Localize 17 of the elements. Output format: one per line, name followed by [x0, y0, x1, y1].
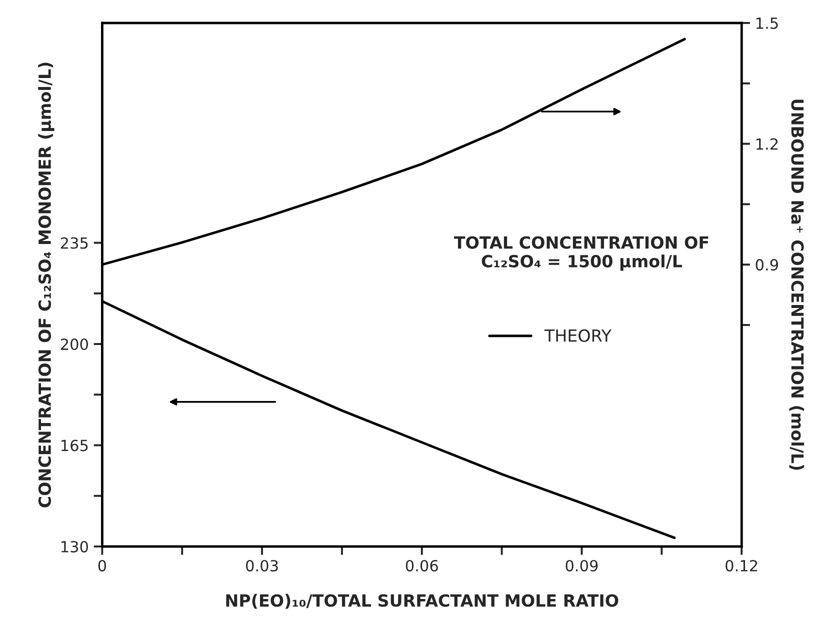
y2-tick-label: 1.2 — [756, 138, 778, 150]
annotation: TOTAL CONCENTRATION OF C₁₂SO₄ = 1500 μmol/L — [454, 236, 708, 271]
x-axis-title: NP(EO)₁₀/TOTAL SURFACTANT MOLE RATIO — [226, 594, 618, 609]
x-tick-label: 0.12 — [726, 560, 758, 572]
y-axis-title: CONCENTRATION OF C₁₂SO₄ MONOMER (μmol/L) — [38, 62, 54, 508]
legend-label: THEORY — [544, 329, 612, 342]
x-tick-label: 0.09 — [566, 560, 598, 572]
x-tick-label: 0.03 — [246, 560, 278, 572]
y-tick-label: 130 — [62, 540, 88, 552]
y-tick-label: 200 — [60, 338, 88, 350]
y2-axis-title: UNBOUND Na⁺ CONCENTRATION (mol/L) — [789, 100, 804, 470]
y2-tick-label: 0.9 — [756, 259, 778, 271]
y-tick-label: 165 — [62, 440, 88, 452]
x-tick-label: 0 — [98, 560, 106, 572]
x-tick-label: 0.06 — [406, 560, 438, 572]
y2-tick-label: 1.5 — [756, 18, 778, 29]
y-tick-label: 235 — [60, 237, 88, 249]
